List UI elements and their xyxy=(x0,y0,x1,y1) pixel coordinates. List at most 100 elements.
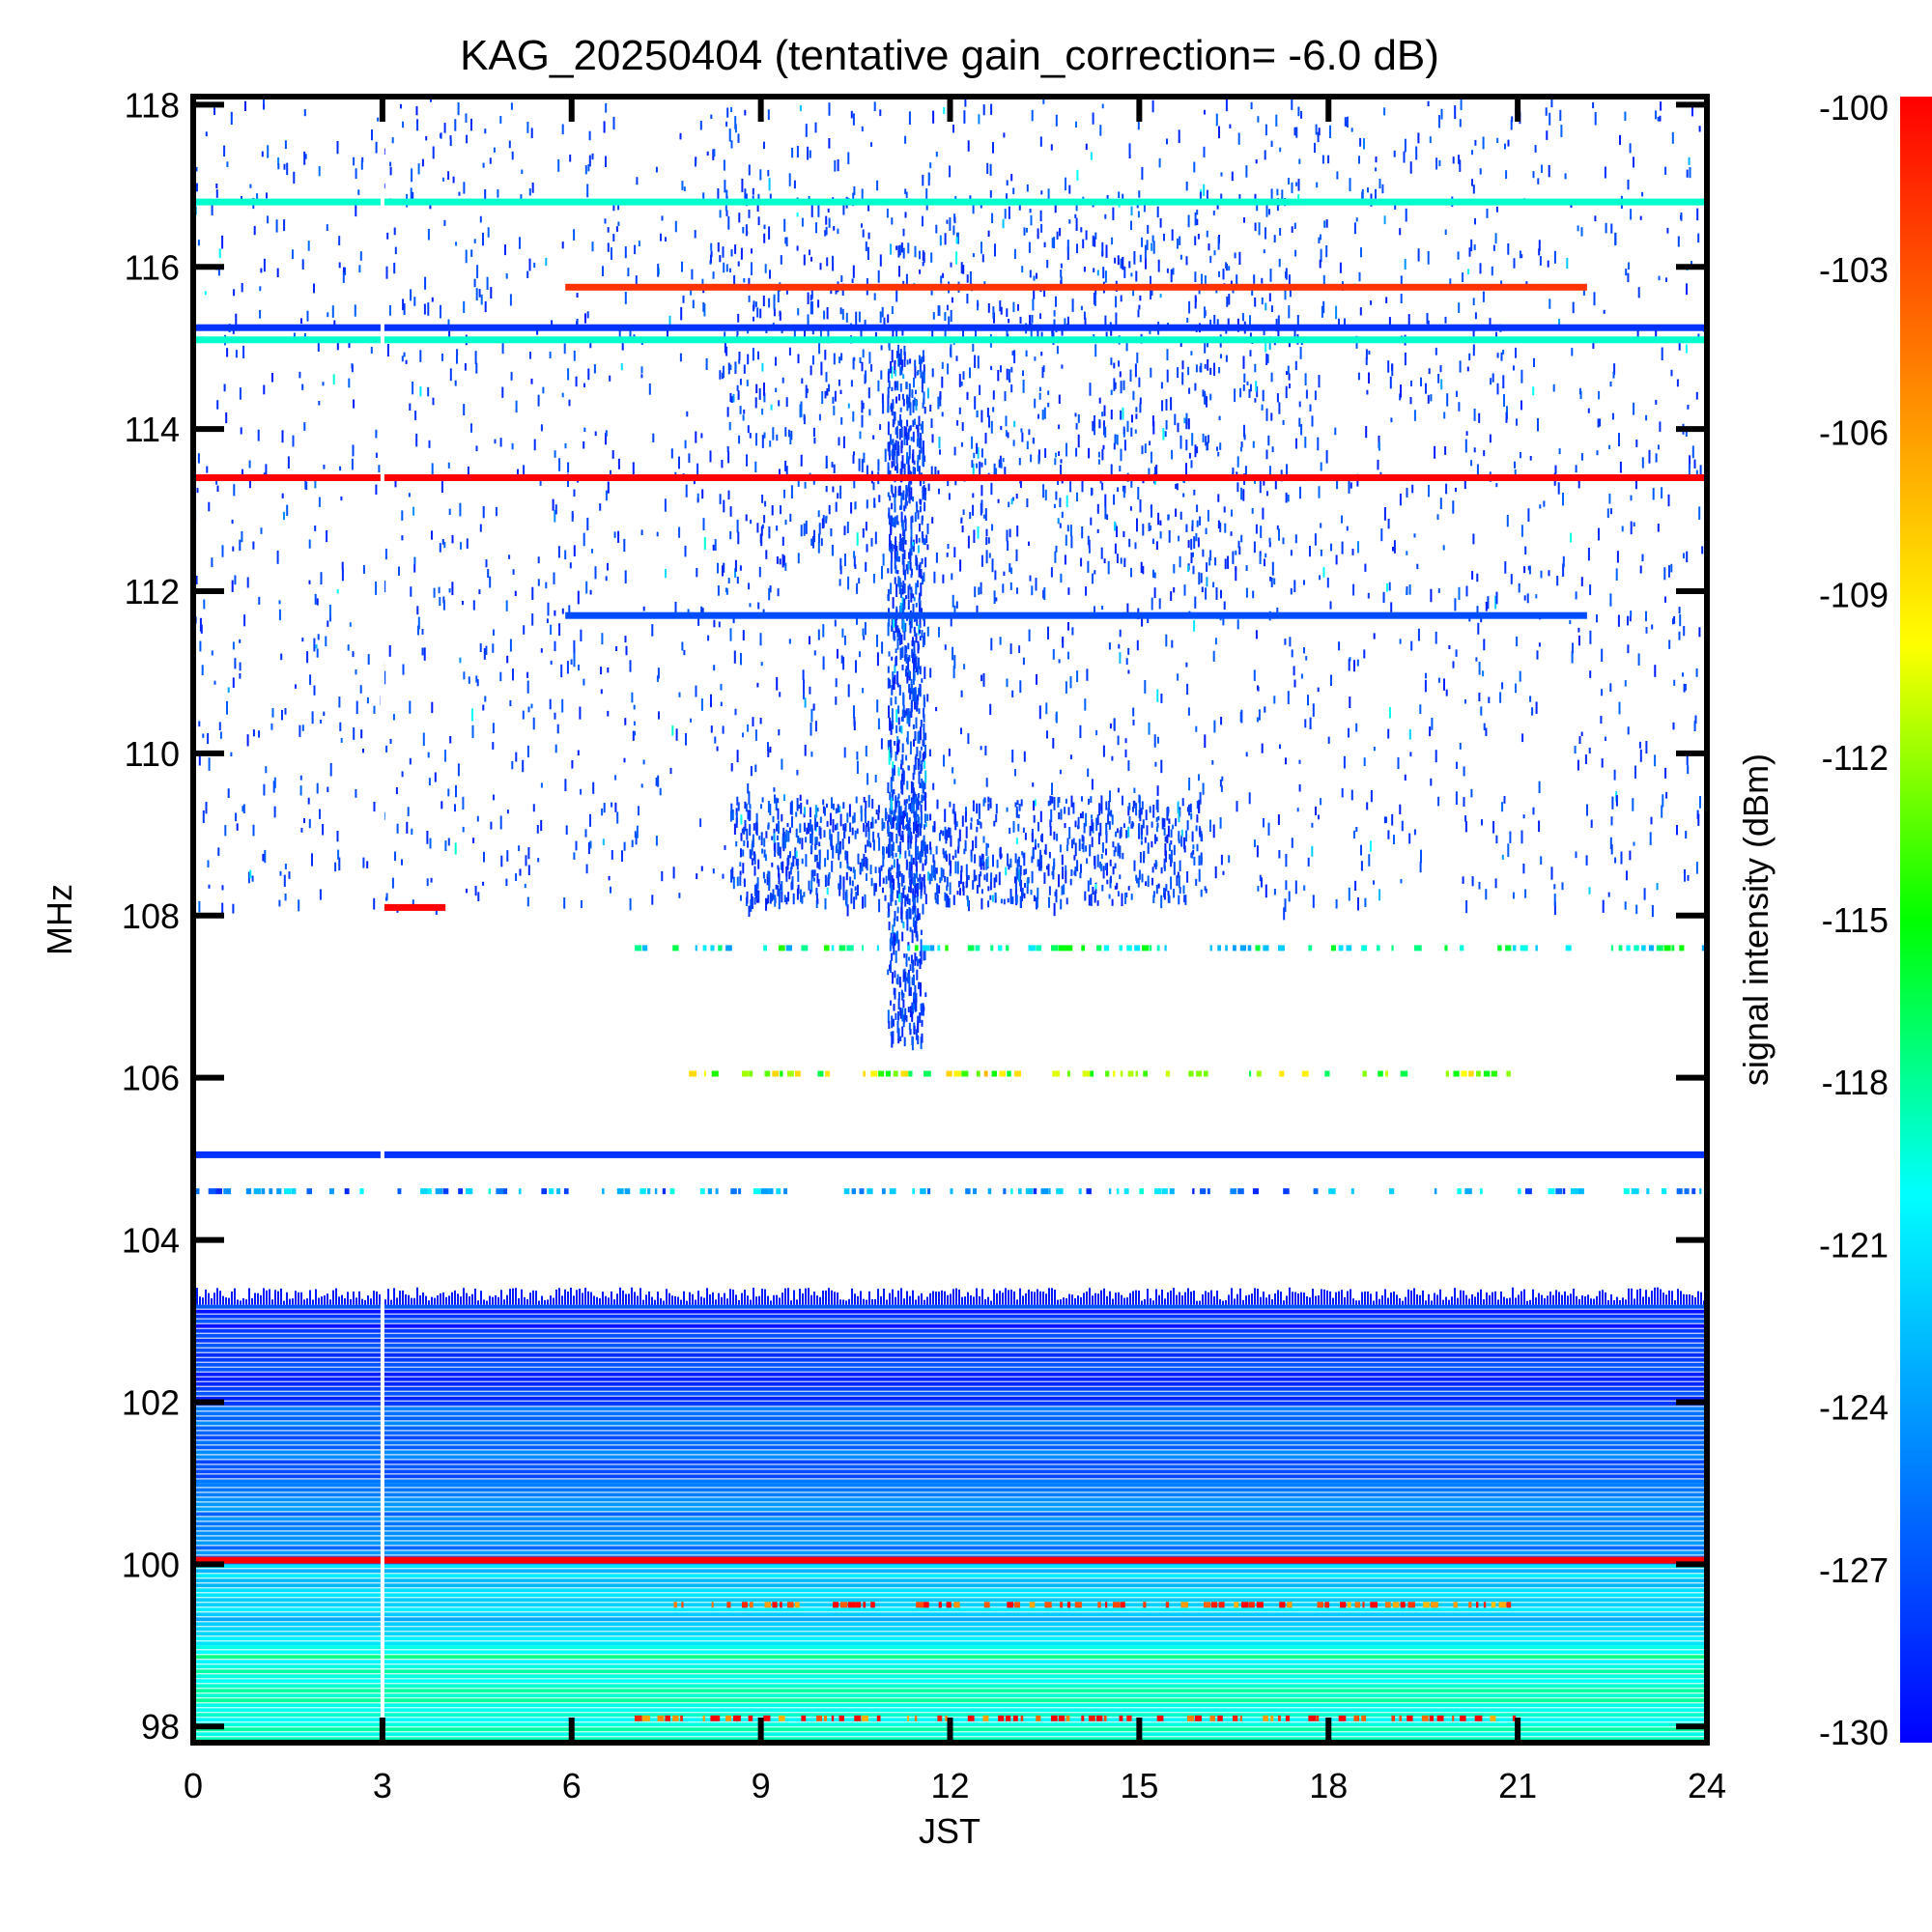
signal-speck xyxy=(917,798,920,810)
signal-speck xyxy=(767,749,770,757)
signal-speck xyxy=(421,647,424,656)
signal-speck xyxy=(1477,622,1480,635)
signal-speck xyxy=(309,674,312,685)
signal-speck xyxy=(1514,461,1516,469)
signal-speck xyxy=(1204,306,1206,319)
signal-speck xyxy=(1183,837,1185,849)
signal-speck xyxy=(1400,384,1402,398)
signal-speck xyxy=(1609,382,1612,387)
signal-speck xyxy=(1053,902,1056,917)
signal-speck xyxy=(1348,480,1350,494)
signal-speck xyxy=(743,826,746,835)
edge-spike xyxy=(454,1290,456,1305)
signal-speck xyxy=(756,682,759,688)
signal-speck xyxy=(466,538,469,549)
signal-speck xyxy=(1645,741,1648,754)
signal-speck xyxy=(1021,851,1024,856)
signal-speck xyxy=(851,880,854,887)
signal-speck xyxy=(1400,878,1403,884)
signal-speck xyxy=(756,877,759,890)
signal-speck xyxy=(284,708,287,715)
signal-speck xyxy=(835,501,838,512)
signal-speck xyxy=(1064,318,1066,327)
signal-speck xyxy=(351,458,354,470)
signal-speck xyxy=(1464,815,1467,822)
signal-speck xyxy=(1076,860,1079,872)
edge-spike xyxy=(880,1296,882,1305)
signal-speck xyxy=(1142,478,1145,484)
band-channel xyxy=(193,1521,1707,1526)
edge-spike xyxy=(1306,1296,1308,1305)
signal-speck xyxy=(1660,101,1662,111)
signal-speck xyxy=(780,862,782,870)
edge-spike xyxy=(819,1296,821,1305)
signal-speck xyxy=(1086,668,1089,681)
signal-speck xyxy=(1101,884,1104,892)
signal-speck xyxy=(804,481,807,489)
signal-speck xyxy=(721,372,724,380)
edge-spike xyxy=(863,1298,865,1305)
edge-spike xyxy=(1048,1288,1050,1305)
signal-speck xyxy=(822,806,825,814)
signal-speck xyxy=(785,829,788,842)
signal-speck xyxy=(912,542,915,547)
signal-speck xyxy=(1265,354,1268,365)
edge-spike xyxy=(242,1298,244,1305)
signal-speck xyxy=(838,849,840,861)
signal-speck xyxy=(767,109,770,121)
signal-speck xyxy=(1503,394,1505,408)
signal-speck xyxy=(1070,795,1073,808)
signal-speck xyxy=(1179,555,1181,568)
signal-speck xyxy=(841,628,844,638)
signal-speck xyxy=(791,148,794,158)
signal-speck xyxy=(1348,727,1350,738)
signal-speck xyxy=(1243,373,1246,384)
signal-speck xyxy=(1459,360,1462,373)
edge-spike xyxy=(648,1292,650,1305)
signal-speck xyxy=(1307,695,1309,706)
edge-spike xyxy=(1500,1292,1502,1305)
signal-speck xyxy=(506,850,509,862)
signal-speck xyxy=(1364,563,1367,572)
signal-speck xyxy=(1298,401,1301,408)
signal-speck xyxy=(801,378,804,384)
signal-speck xyxy=(1088,548,1091,554)
signal-speck xyxy=(242,806,244,812)
signal-speck xyxy=(1152,891,1155,898)
edge-spike xyxy=(605,1295,607,1305)
signal-speck xyxy=(1086,858,1089,864)
signal-speck xyxy=(1505,412,1508,423)
signal-speck xyxy=(844,823,847,832)
signal-speck xyxy=(1127,886,1130,891)
edge-spike xyxy=(637,1295,639,1305)
signal-speck xyxy=(985,859,988,870)
signal-speck xyxy=(248,460,251,469)
signal-speck xyxy=(306,310,309,322)
signal-speck xyxy=(227,788,230,798)
signal-speck xyxy=(459,657,462,664)
edge-spike xyxy=(686,1300,688,1305)
signal-speck xyxy=(761,797,764,803)
signal-speck xyxy=(828,217,831,228)
signal-speck xyxy=(1518,582,1520,593)
edge-spike xyxy=(1144,1298,1146,1305)
signal-speck xyxy=(733,823,736,835)
signal-speck xyxy=(889,845,892,858)
signal-speck xyxy=(1164,431,1167,438)
signal-speck xyxy=(1323,220,1326,228)
signal-speck xyxy=(1387,728,1390,739)
edge-spike xyxy=(1077,1295,1079,1305)
signal-speck xyxy=(1092,112,1094,125)
signal-speck xyxy=(593,364,596,374)
signal-speck xyxy=(985,778,988,787)
signal-speck xyxy=(822,624,825,638)
signal-speck xyxy=(895,834,898,843)
signal-speck xyxy=(1502,375,1505,389)
signal-speck xyxy=(752,717,754,726)
signal-speck xyxy=(744,109,747,116)
edge-spike xyxy=(584,1288,586,1305)
signal-speck xyxy=(756,307,759,318)
signal-speck xyxy=(1103,558,1106,564)
signal-speck xyxy=(1127,806,1130,816)
signal-speck xyxy=(748,210,751,218)
